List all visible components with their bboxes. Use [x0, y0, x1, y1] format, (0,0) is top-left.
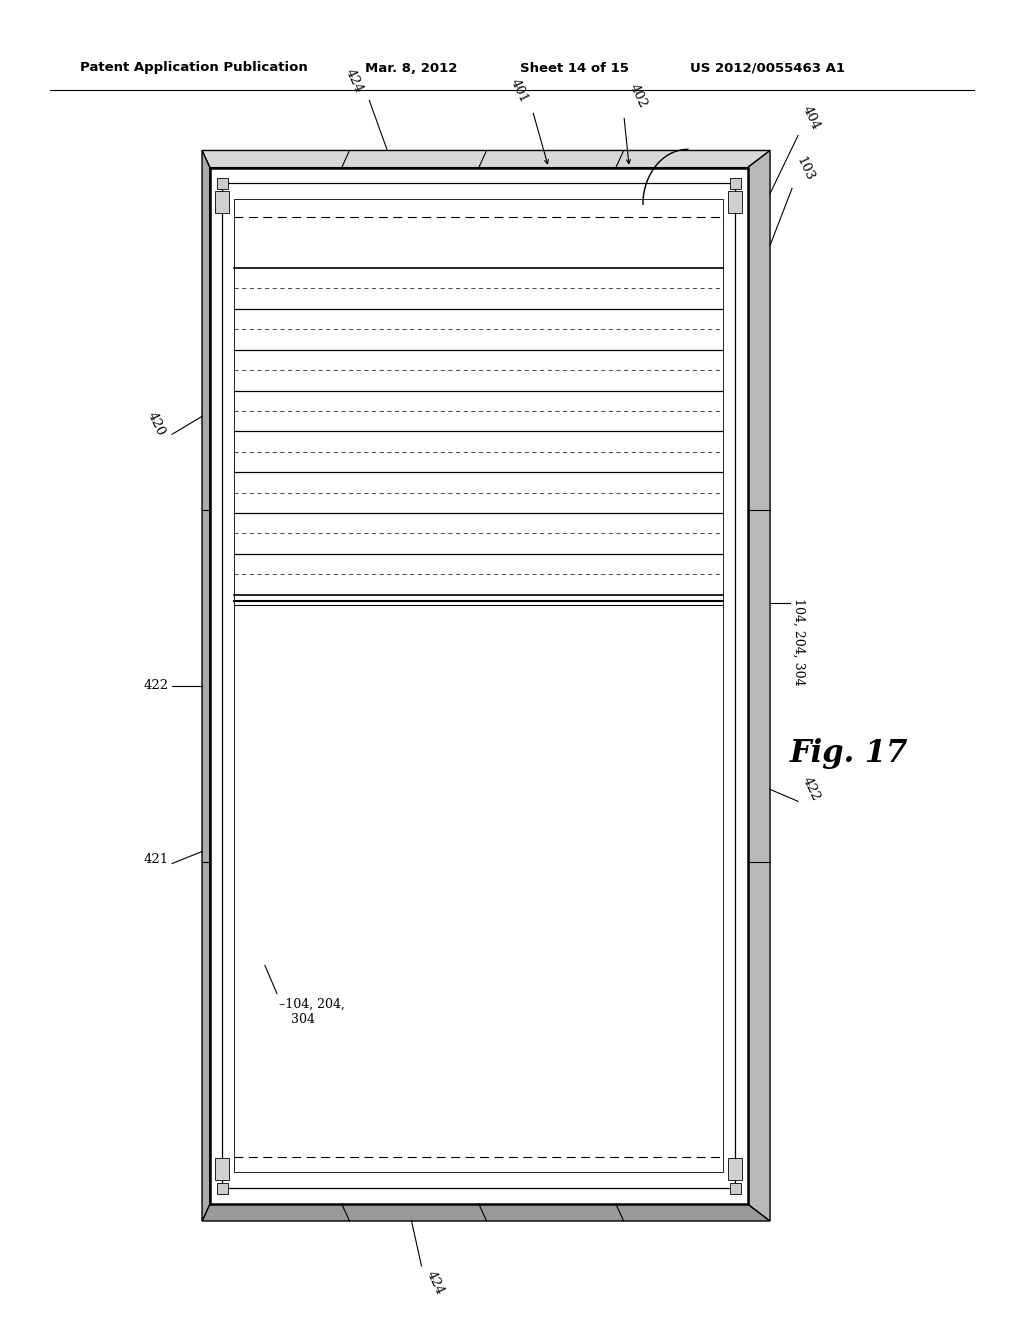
Text: 424: 424 [343, 67, 366, 95]
Bar [215, 1158, 229, 1180]
Bar [234, 199, 723, 1172]
Polygon shape [202, 1204, 770, 1221]
Bar [215, 191, 229, 214]
Text: –104, 204,
   304: –104, 204, 304 [279, 998, 345, 1026]
Bar [222, 183, 735, 1188]
Text: Mar. 8, 2012: Mar. 8, 2012 [365, 62, 458, 74]
Text: Fig. 17: Fig. 17 [791, 738, 908, 768]
Text: Sheet 14 of 15: Sheet 14 of 15 [520, 62, 629, 74]
Text: 422: 422 [800, 775, 822, 804]
Text: 401: 401 [507, 77, 529, 106]
Polygon shape [748, 150, 770, 1221]
Text: 422: 422 [144, 680, 169, 692]
Polygon shape [202, 150, 770, 168]
Bar [217, 178, 227, 189]
Text: 420: 420 [144, 411, 167, 438]
Bar [728, 1158, 742, 1180]
Bar [728, 191, 742, 214]
Text: 424: 424 [424, 1269, 445, 1298]
Bar [210, 168, 748, 1204]
Text: 104, 204, 304: 104, 204, 304 [792, 598, 805, 685]
Text: 402: 402 [627, 82, 649, 111]
Bar [730, 1183, 740, 1193]
Text: US 2012/0055463 A1: US 2012/0055463 A1 [690, 62, 845, 74]
Bar [730, 178, 740, 189]
Text: Patent Application Publication: Patent Application Publication [80, 62, 308, 74]
Polygon shape [202, 150, 210, 1221]
Text: 421: 421 [144, 853, 169, 866]
Bar [217, 1183, 227, 1193]
Text: 404: 404 [800, 104, 822, 132]
Text: 103: 103 [794, 154, 816, 183]
